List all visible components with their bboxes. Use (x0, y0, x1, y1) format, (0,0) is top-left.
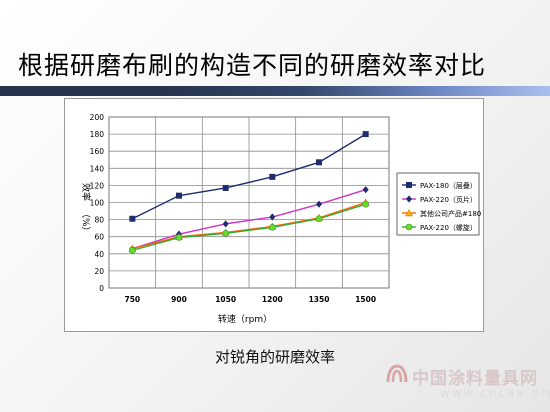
y-tick-label: 100 (90, 199, 105, 208)
watermark-logo-icon (386, 364, 408, 383)
data-point (362, 186, 369, 194)
y-tick-label: 80 (94, 216, 104, 225)
y-tick-label: 140 (90, 164, 105, 173)
y-tick-label: 200 (90, 113, 105, 122)
y-tick-label: 0 (99, 284, 104, 293)
watermark-text: 中国涂料量具网 (412, 369, 538, 389)
y-tick-label: 40 (94, 250, 104, 259)
data-point (129, 247, 136, 254)
legend-swatch-marker (405, 223, 413, 231)
grid-lines (109, 117, 389, 288)
legend: PAX-180（层叠） PAX-220（页片） 其他公司产品#180 PAX-220（… (396, 172, 481, 236)
data-point (316, 200, 322, 208)
data-point (362, 131, 369, 138)
y-tick-label: 20 (94, 267, 104, 276)
data-point (316, 159, 322, 166)
line-chart: 0 20 40 60 80 100 120 140 160 180 200 750 900 1050 12… (80, 113, 481, 325)
y-tick-label: 180 (90, 130, 105, 139)
legend-label: 其他公司产品#180 (420, 209, 481, 218)
legend-swatch-marker (405, 208, 413, 217)
slide-title: 根据研磨布刷的构造不同的研磨效率对比 (18, 51, 487, 80)
y-axis-label-main: 效率 (80, 183, 92, 201)
y-tick-labels: 0 20 40 60 80 100 120 140 160 180 200 (90, 113, 105, 293)
legend-label: PAX-220（页片） (420, 195, 477, 204)
chart-caption: 对锐角的研磨效率 (214, 348, 335, 366)
series-line (132, 201, 366, 250)
x-axis-label: 转速（rpm） (218, 313, 272, 325)
x-tick-label: 1500 (355, 295, 376, 304)
data-point (222, 184, 229, 191)
title-rule (0, 86, 550, 96)
data-point (222, 229, 229, 237)
series-line (132, 203, 366, 252)
y-tick-label: 120 (90, 181, 105, 190)
data-point (269, 223, 276, 231)
x-tick-label: 900 (171, 295, 187, 304)
data-point (269, 213, 276, 221)
x-tick-label: 1350 (309, 295, 330, 304)
legend-label: PAX-180（层叠） (420, 182, 477, 190)
chart-panel: 0 20 40 60 80 100 120 140 160 180 200 750 900 1050 12… (64, 98, 484, 332)
x-tick-label: 750 (125, 295, 141, 304)
series-lines (132, 133, 367, 252)
series-markers (128, 131, 370, 254)
data-point (362, 200, 369, 208)
y-tick-label: 160 (90, 147, 105, 156)
data-point (222, 220, 229, 228)
watermark-url: www.cncaa.org (440, 386, 550, 400)
x-tick-labels: 750 900 1050 1200 1350 1500 (125, 295, 377, 304)
y-tick-label: 60 (94, 233, 104, 242)
data-point (176, 192, 182, 199)
legend-swatch-marker (406, 182, 412, 188)
x-tick-label: 1050 (215, 295, 236, 304)
legend-label: PAX-220（螺旋） (420, 223, 477, 232)
x-tick-label: 1200 (262, 295, 283, 304)
series-line (132, 189, 366, 250)
y-axis-label-unit: （%） (80, 209, 91, 236)
data-point (129, 215, 136, 222)
data-point (175, 234, 183, 241)
legend-swatch-marker (406, 195, 412, 203)
data-point (269, 173, 276, 180)
legend-items: PAX-180（层叠） PAX-220（页片） 其他公司产品#180 PAX-220（… (402, 182, 481, 232)
series-line (132, 133, 367, 220)
data-point (315, 215, 323, 223)
